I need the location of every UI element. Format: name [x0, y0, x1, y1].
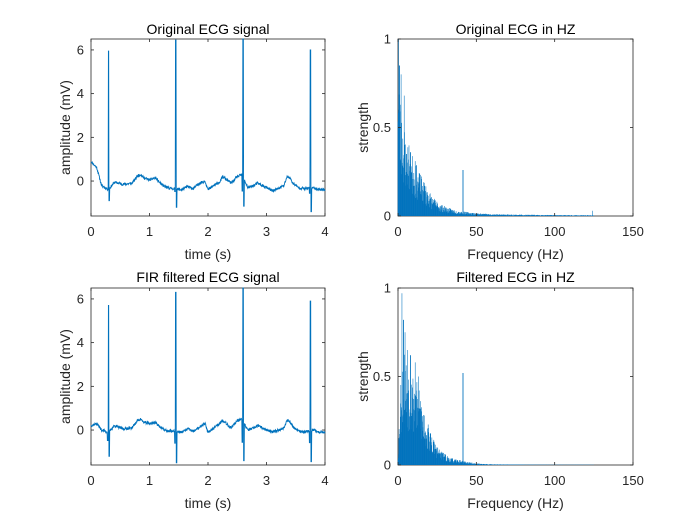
y-axis-label: strength — [355, 102, 371, 153]
x-tick-label: 150 — [622, 224, 644, 239]
x-axis-label: Frequency (Hz) — [467, 246, 563, 262]
y-tick-label: 6 — [77, 42, 84, 57]
plot-area — [397, 287, 634, 466]
y-tick-label: 0 — [384, 209, 391, 224]
panel-original-spectrum: 0 50 100 150 0 0.5 1 Original ECG in HZ Freque… — [355, 21, 644, 262]
tick-group: 0 1 2 3 4 0 2 4 6 — [77, 288, 329, 488]
tick-group: 0 50 100 150 0 0.5 1 — [373, 32, 644, 240]
x-tick-label: 1 — [146, 473, 153, 488]
y-tick-label: 0.5 — [373, 120, 391, 135]
y-tick-label: 4 — [77, 86, 84, 101]
y-tick-label: 6 — [77, 291, 84, 306]
x-tick-label: 100 — [544, 224, 566, 239]
x-tick-label: 100 — [544, 473, 566, 488]
x-axis-label: Frequency (Hz) — [467, 495, 563, 511]
plot-area — [397, 38, 634, 217]
x-tick-label: 1 — [146, 224, 153, 239]
spectrum-bar-group — [397, 39, 594, 216]
signal-trace-group — [90, 287, 326, 464]
tick-group: 0 1 2 3 4 0 2 4 6 — [77, 39, 329, 239]
x-tick-label: 2 — [204, 224, 211, 239]
y-tick-label: 0 — [384, 458, 391, 473]
x-tick-label: 50 — [469, 224, 483, 239]
chart-title: FIR filtered ECG signal — [136, 269, 279, 285]
x-axis-label: time (s) — [185, 246, 232, 262]
y-tick-label: 0 — [77, 423, 84, 438]
chart-title: Filtered ECG in HZ — [456, 269, 575, 285]
panel-original-signal: 0 1 2 3 4 0 2 4 6 Original ECG signal time (s) a… — [57, 21, 329, 262]
y-tick-label: 2 — [77, 130, 84, 145]
x-tick-label: 0 — [394, 473, 401, 488]
signal-trace-group — [90, 38, 326, 213]
y-tick-label: 4 — [77, 335, 84, 350]
y-tick-label: 0.5 — [373, 369, 391, 384]
x-tick-label: 4 — [321, 224, 328, 239]
y-tick-label: 0 — [77, 174, 84, 189]
chart-title: Original ECG in HZ — [456, 21, 576, 37]
ecg-signal-line — [90, 38, 326, 213]
chart-title: Original ECG signal — [147, 21, 270, 37]
x-tick-label: 0 — [394, 224, 401, 239]
x-tick-label: 150 — [622, 473, 644, 488]
panel-filtered-signal: 0 1 2 3 4 0 2 4 6 FIR filtered ECG signal time (… — [57, 269, 329, 511]
y-axis-label: strength — [355, 351, 371, 402]
y-tick-label: 2 — [77, 379, 84, 394]
x-axis-label: time (s) — [185, 495, 232, 511]
plot-area — [90, 38, 326, 217]
x-tick-label: 0 — [87, 224, 94, 239]
x-tick-label: 3 — [263, 473, 270, 488]
x-tick-label: 3 — [263, 224, 270, 239]
y-axis-label: amplitude (mV) — [57, 80, 73, 175]
x-tick-label: 4 — [321, 473, 328, 488]
spectrum-bar-group — [397, 293, 594, 465]
y-axis-label: amplitude (mV) — [57, 329, 73, 424]
ecg-signal-line — [90, 287, 326, 464]
plot-area — [90, 287, 326, 466]
x-tick-label: 50 — [469, 473, 483, 488]
y-tick-label: 1 — [384, 281, 391, 296]
tick-group: 0 50 100 150 0 0.5 1 — [373, 281, 644, 489]
x-tick-label: 2 — [204, 473, 211, 488]
y-tick-label: 1 — [384, 32, 391, 47]
panel-filtered-spectrum: 0 50 100 150 0 0.5 1 Filtered ECG in HZ Freque… — [355, 269, 644, 511]
x-tick-label: 0 — [87, 473, 94, 488]
